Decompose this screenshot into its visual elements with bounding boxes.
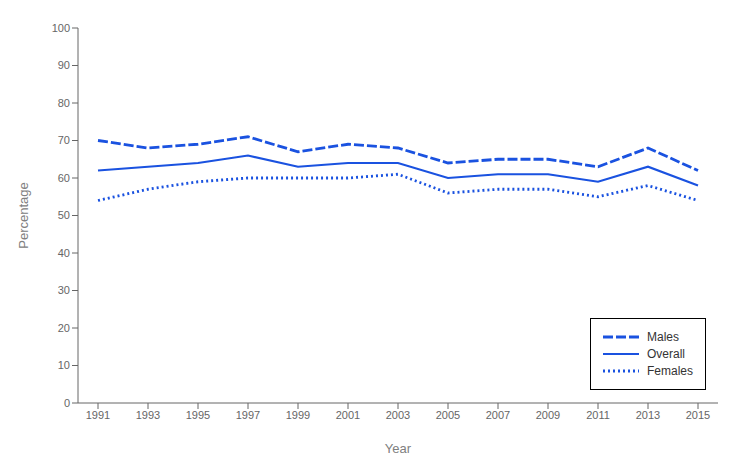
html-text:Females: Females — [647, 364, 693, 378]
svg-text:50: 50 — [58, 209, 70, 221]
svg-text:2011: 2011 — [586, 409, 610, 421]
svg-text:1993: 1993 — [136, 409, 160, 421]
svg-text:Percentage: Percentage — [16, 182, 31, 249]
svg-text:30: 30 — [58, 284, 70, 296]
svg-text:90: 90 — [58, 59, 70, 71]
svg-text:0: 0 — [64, 397, 70, 409]
svg-text:2007: 2007 — [486, 409, 510, 421]
svg-text:70: 70 — [58, 134, 70, 146]
svg-text:1995: 1995 — [186, 409, 210, 421]
svg-text:1997: 1997 — [236, 409, 260, 421]
svg-text:60: 60 — [58, 172, 70, 184]
svg-text:10: 10 — [58, 359, 70, 371]
svg-text:80: 80 — [58, 97, 70, 109]
svg-text:2003: 2003 — [386, 409, 410, 421]
svg-text:40: 40 — [58, 247, 70, 259]
svg-text:2015: 2015 — [686, 409, 710, 421]
svg-text:2013: 2013 — [636, 409, 660, 421]
svg-text:1999: 1999 — [286, 409, 310, 421]
svg-text:100: 100 — [52, 22, 70, 34]
svg-text:2001: 2001 — [336, 409, 360, 421]
html-text:Males: Males — [647, 330, 679, 344]
svg-text:2009: 2009 — [536, 409, 560, 421]
svg-text:2005: 2005 — [436, 409, 460, 421]
svg-text:Year: Year — [385, 441, 412, 456]
svg-text:20: 20 — [58, 322, 70, 334]
html-text:Overall: Overall — [647, 347, 685, 361]
svg-text:1991: 1991 — [86, 409, 110, 421]
